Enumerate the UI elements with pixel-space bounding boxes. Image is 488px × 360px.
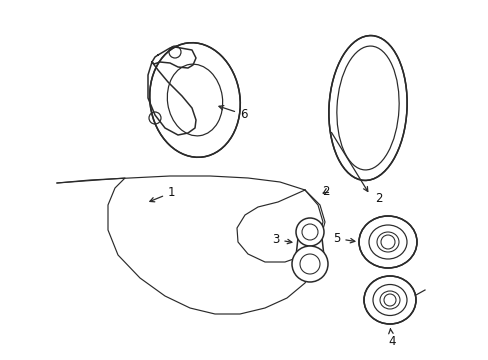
Circle shape [291, 246, 327, 282]
Ellipse shape [149, 43, 240, 157]
Text: 2: 2 [374, 192, 382, 204]
Text: 1: 1 [149, 186, 175, 202]
Ellipse shape [358, 216, 416, 268]
Text: 3: 3 [271, 233, 291, 246]
Text: 2: 2 [321, 185, 329, 198]
Polygon shape [295, 222, 324, 278]
Circle shape [295, 218, 324, 246]
Ellipse shape [328, 36, 407, 180]
Text: 6: 6 [219, 105, 247, 121]
Ellipse shape [363, 276, 415, 324]
Text: 4: 4 [387, 329, 395, 348]
Text: 5: 5 [332, 232, 354, 245]
